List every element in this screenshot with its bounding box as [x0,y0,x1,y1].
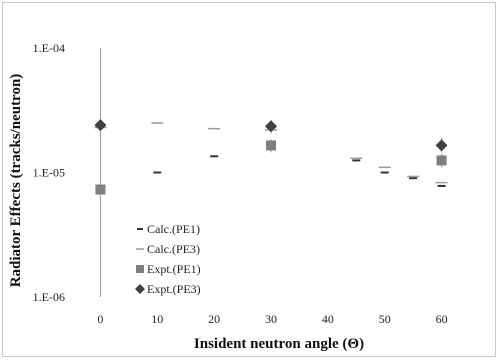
y-tick-label: 1.E-06 [33,290,65,304]
x-tick-label: 30 [265,312,277,326]
x-tick-label: 50 [379,312,391,326]
axes: 0 10 20 30 40 50 60 1.E-04 1.E-05 1.E-06 [33,41,448,326]
data-point-square [436,155,447,166]
x-tick-label: 40 [322,312,334,326]
legend-marker [135,284,145,294]
legend-marker [136,265,144,273]
data-marks [94,48,448,297]
legend-label: Calc.(PE3) [147,242,200,256]
chart-frame [2,2,496,357]
legend-label: Calc.(PE1) [147,222,200,236]
legend: Calc.(PE1) Calc.(PE3) Expt.(PE1) Expt.(PE3) [135,222,201,296]
y-axis-title: Radiator Effects (tracks/neutron) [8,74,24,288]
legend-label: Expt.(PE3) [147,282,201,296]
data-point-square [266,140,276,151]
x-tick-label: 20 [208,312,220,326]
data-point-diamond [94,119,107,132]
y-tick-label: 1.E-04 [33,41,65,55]
data-point-square [95,184,106,195]
y-tick-label: 1.E-05 [33,166,65,180]
x-tick-label: 0 [97,312,103,326]
x-tick-label: 10 [151,312,163,326]
data-point-diamond [265,120,277,133]
legend-label: Expt.(PE1) [147,262,201,276]
x-tick-label: 60 [436,312,448,326]
x-axis-title: Insident neutron angle (Θ) [194,336,364,352]
data-point-diamond [435,139,448,152]
